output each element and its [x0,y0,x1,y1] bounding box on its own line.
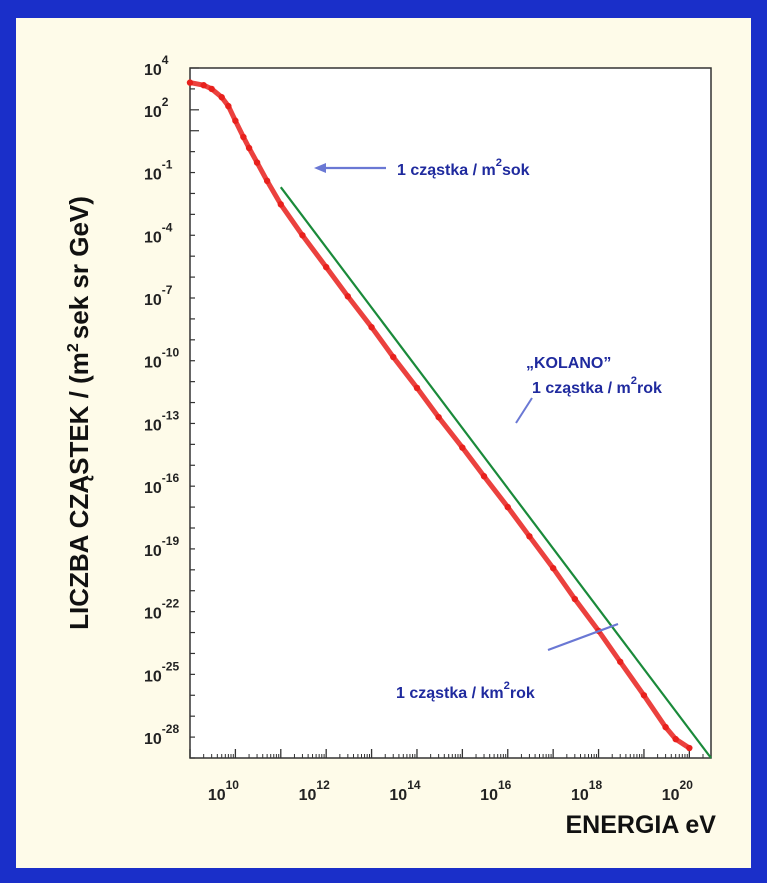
y-axis-label: LICZBA CZĄSTEK / (m2 sek sr GeV) [64,196,94,630]
chart-frame: 1010 1012 1014 1016 1018 1020 104 102 10-1 10-4 1… [16,18,751,868]
x-tick-label: 1010 [208,778,239,804]
measured-flux-point [390,353,397,361]
y-tick-label: 10-1 [144,158,173,184]
y-tick-label: 10-28 [144,722,179,748]
measured-flux-point [413,384,421,392]
measured-flux-point [245,144,253,152]
measured-flux-point [344,293,352,300]
y-tick-labels: 104 102 10-1 10-4 10-7 10-10 10-13 10-16 10-19 10… [144,53,179,748]
measured-flux-point [526,533,533,540]
measured-flux-point [459,444,466,451]
measured-flux-point [299,232,306,239]
y-tick-label: 10-19 [144,534,179,560]
y-tick-label: 10-10 [144,346,179,372]
x-tick-label: 1016 [480,778,511,804]
y-tick-label: 10-16 [144,471,179,497]
measured-flux-point [571,595,579,603]
power-law-fit-series [279,186,712,759]
axes-ticks [189,67,712,759]
measured-flux-point [640,692,648,699]
measured-flux-point [435,413,442,421]
x-tick-label: 1020 [662,778,693,804]
annotation-arrow-3 [547,622,619,652]
annotations: 1 cząstka / m2sok „KOLANO” 1 cząstka / m2r… [314,157,662,702]
measured-flux-point [225,102,232,110]
y-tick-label: 102 [144,95,169,121]
measured-flux-point [686,744,693,752]
measured-flux-point [253,159,261,166]
measured-flux-point [322,263,330,271]
measured-flux-point [617,658,624,665]
y-axis-label-rest: sek sr GeV) [64,196,94,339]
y-axis-label-sup: 2 [65,343,82,352]
power-law-fit-line [279,186,712,759]
measured-flux-point [186,79,194,86]
x-tick-label: 1014 [389,778,420,804]
y-tick-label: 104 [144,53,169,79]
annotation-knee: „KOLANO” [526,355,611,372]
y-axis-label-main: LICZBA CZĄSTEK / (m [64,352,94,630]
annotation-per-m2-sec: 1 cząstka / m2sok [397,157,530,179]
x-tick-label: 1012 [299,778,330,804]
annotation-per-m2-year: 1 cząstka / m2rok [532,375,662,397]
measured-flux-point [672,735,679,743]
y-tick-label: 10-13 [144,408,179,434]
measured-flux-point [240,133,247,141]
y-tick-label: 10-22 [144,597,179,623]
measured-flux-point [549,564,557,572]
annotation-per-km2-year: 1 cząstka / km2rok [396,680,535,702]
y-tick-label: 10-7 [144,283,173,309]
annotation-arrowhead-1 [314,163,326,173]
measured-flux-point [480,473,488,480]
annotation-arrow-2 [515,397,533,424]
measured-flux-point [232,117,239,124]
x-axis-label: ENERGIA eV [565,811,716,839]
measured-flux-point [368,324,375,331]
measured-flux-point [277,201,284,208]
measured-flux-point [218,94,225,101]
y-tick-label: 10-25 [144,659,179,685]
measured-flux-point [263,177,271,185]
measured-flux-point [662,723,669,731]
measured-flux-point [208,85,215,93]
y-tick-label: 10-4 [144,220,173,246]
measured-flux-series [186,79,693,752]
measured-flux-point [504,503,511,511]
x-tick-labels: 1010 1012 1014 1016 1018 1020 [208,778,693,804]
x-tick-label: 1018 [571,778,602,804]
measured-flux-point [200,82,207,89]
